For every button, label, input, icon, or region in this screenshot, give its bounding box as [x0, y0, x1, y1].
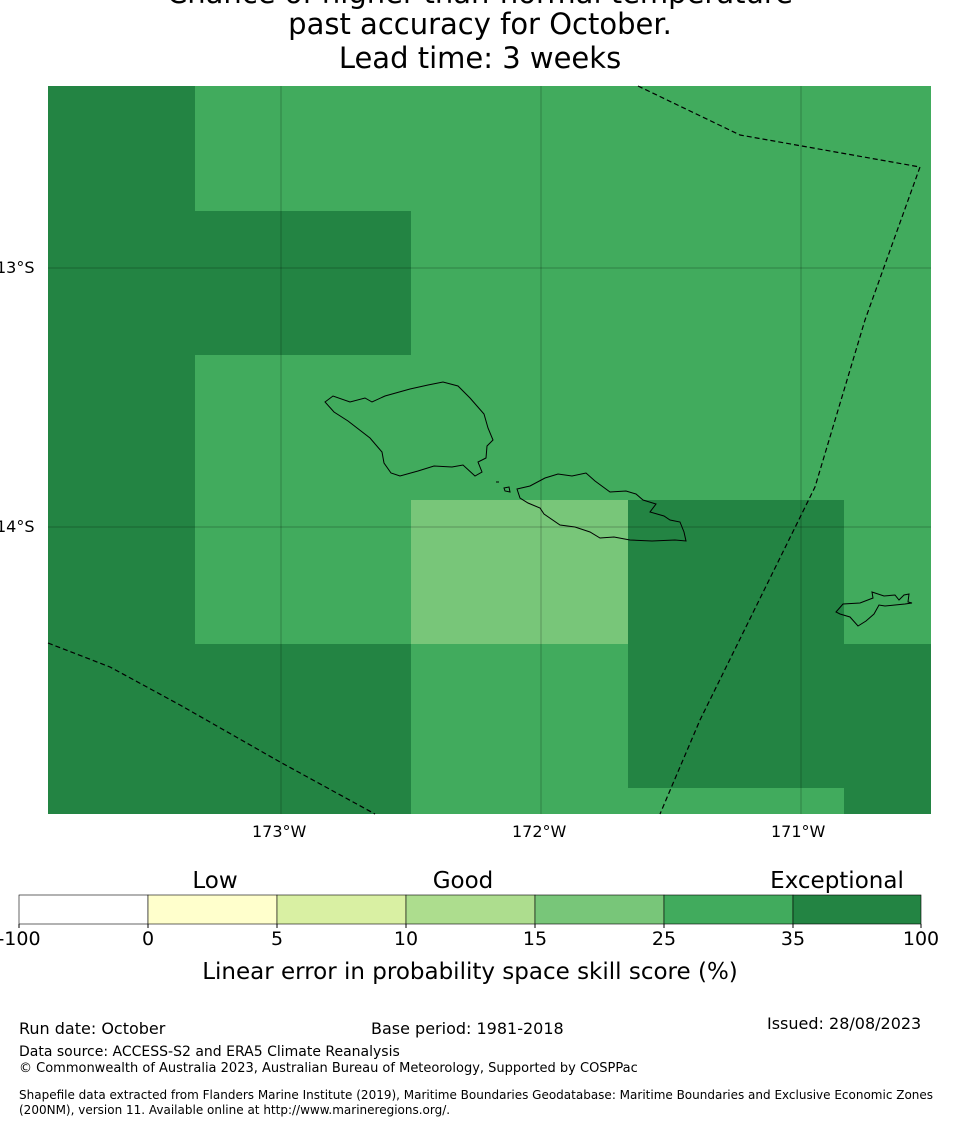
map-title-line-2: past accuracy for October. — [288, 7, 672, 41]
colorbar-tick: 25 — [651, 928, 677, 950]
gridlines — [48, 86, 931, 814]
data-source: Data source: ACCESS-S2 and ERA5 Climate … — [19, 1044, 400, 1060]
lon-label-173w: 173°W — [252, 822, 307, 841]
colorbar-bin — [405, 894, 536, 925]
colorbar-bin — [18, 894, 149, 925]
colorbar-tick: 10 — [393, 928, 419, 950]
map-title-line-1: Chance of higher-than-normal temperature — [0, 0, 960, 10]
colorbar-title: Linear error in probability space skill … — [202, 959, 738, 985]
lat-label-13s: 13°S — [0, 258, 35, 277]
grid-cell — [628, 500, 844, 788]
grid-cell — [195, 644, 411, 814]
grid-cell — [411, 500, 628, 644]
map-title-line-3: Lead time: 3 weeks — [338, 41, 622, 75]
shapefile-credit: Shapefile data extracted from Flanders M… — [19, 1088, 934, 1117]
tutuila-island — [835, 591, 913, 627]
colorbar-bin — [792, 894, 922, 925]
lon-label-171w: 171°W — [771, 822, 826, 841]
base-period: Base period: 1981-2018 — [371, 1019, 564, 1038]
colorbar-tick: 35 — [780, 928, 806, 950]
colorbar-category-good: Good — [432, 868, 494, 894]
colorbar-bin — [534, 894, 665, 925]
colorbar-tick: -100 — [0, 928, 41, 950]
colorbar-bin — [276, 894, 407, 925]
colorbar-bin — [147, 894, 278, 925]
eez-boundary — [47, 85, 921, 815]
run-date: Run date: October — [19, 1019, 166, 1038]
issued-date: Issued: 28/08/2023 — [767, 1014, 922, 1033]
manono-islet — [503, 486, 511, 493]
savaii-island — [324, 381, 494, 477]
upolu-island — [516, 472, 687, 542]
lat-label-14s: 14°S — [0, 517, 35, 536]
colorbar-category-low: Low — [192, 868, 238, 894]
coastline — [324, 381, 913, 627]
colorbar-tick: 0 — [141, 928, 155, 950]
copyright-notice: © Commonwealth of Australia 2023, Austra… — [19, 1061, 638, 1076]
grid-cell — [844, 644, 931, 814]
grid-cell — [48, 86, 195, 814]
skill-grid — [48, 86, 931, 814]
colorbar-tick: 100 — [902, 928, 940, 950]
colorbar-bin — [663, 894, 794, 925]
colorbar-category-exceptional: Exceptional — [770, 868, 904, 894]
lon-label-172w: 172°W — [512, 822, 567, 841]
colorbar-tick: 15 — [522, 928, 548, 950]
grid-cell — [195, 211, 411, 355]
colorbar-tick: 5 — [270, 928, 284, 950]
